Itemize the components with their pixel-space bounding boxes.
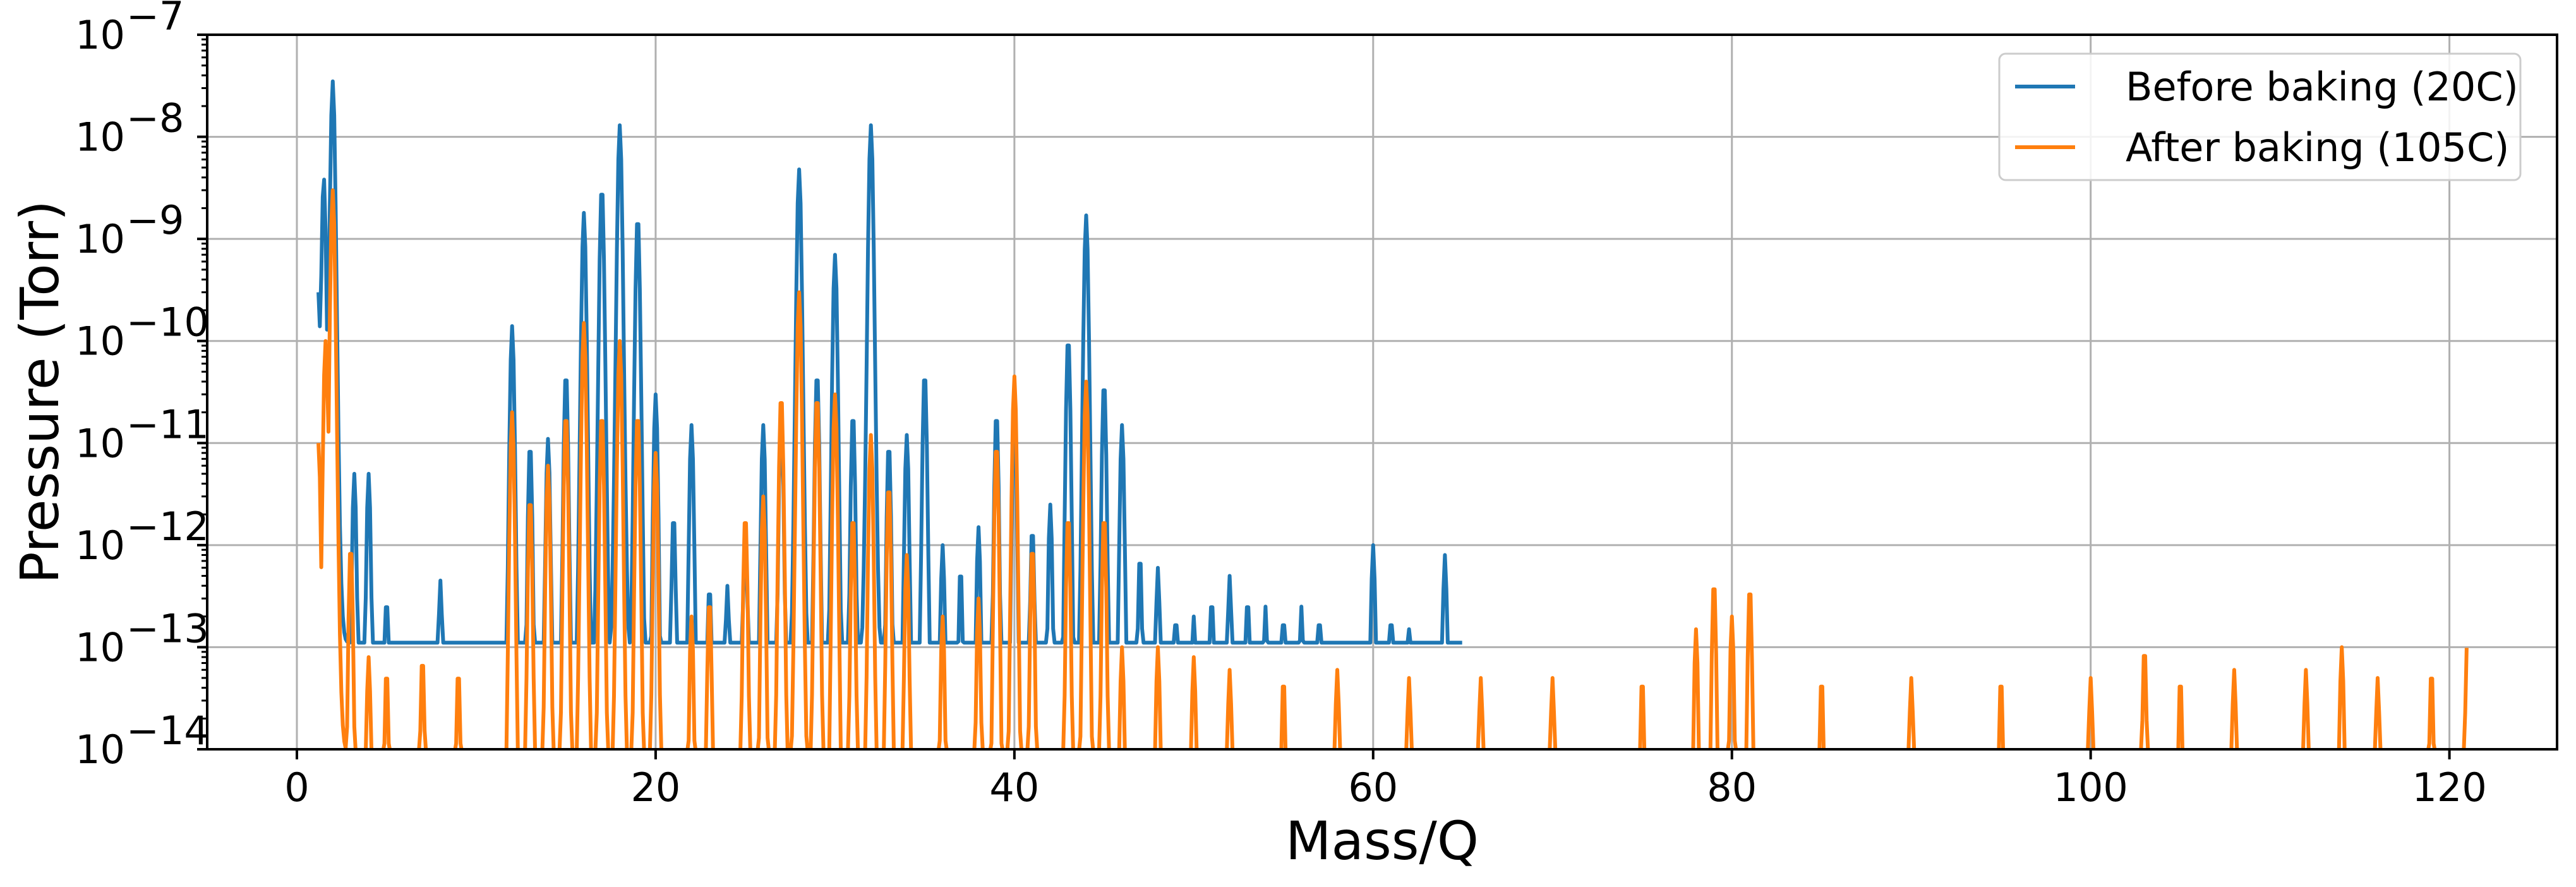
y-tick-exponent: −12 bbox=[126, 504, 209, 550]
x-tick-label: 80 bbox=[1707, 764, 1757, 811]
y-tick-exponent: −7 bbox=[126, 0, 184, 39]
legend-box bbox=[1998, 52, 2522, 181]
x-axis-label: Mass/Q bbox=[1285, 810, 1479, 872]
y-tick-label: 10 bbox=[75, 216, 125, 262]
x-tick-label: 120 bbox=[2412, 764, 2486, 811]
y-tick-exponent: −13 bbox=[126, 605, 209, 651]
x-tick-label: 0 bbox=[284, 764, 309, 811]
y-tick-exponent: −8 bbox=[126, 95, 184, 142]
y-tick-label: 10 bbox=[75, 522, 125, 569]
x-tick-label: 60 bbox=[1348, 764, 1398, 811]
plot-area bbox=[316, 79, 2469, 749]
y-tick-label: 10 bbox=[75, 624, 125, 670]
y-tick-exponent: −9 bbox=[126, 197, 184, 243]
y-axis-label: Pressure (Torr) bbox=[9, 200, 71, 584]
y-tick-exponent: −10 bbox=[126, 299, 209, 346]
y-tick-label: 10 bbox=[75, 420, 125, 466]
y-tick-label: 10 bbox=[75, 318, 125, 365]
y-tick-label: 10 bbox=[75, 12, 125, 58]
x-tick-label: 100 bbox=[2054, 764, 2128, 811]
x-tick-label: 20 bbox=[630, 764, 680, 811]
y-tick-exponent: −11 bbox=[126, 401, 209, 447]
legend-label: Before baking (20C) bbox=[2126, 64, 2519, 110]
y-tick-exponent: −14 bbox=[126, 708, 209, 754]
x-tick-label: 40 bbox=[989, 764, 1039, 811]
y-tick-label: 10 bbox=[75, 114, 125, 160]
axes-frame bbox=[206, 33, 2558, 751]
legend-label: After baking (105C) bbox=[2126, 124, 2509, 171]
y-tick-label: 10 bbox=[75, 727, 125, 773]
legend: Before baking (20C) After baking (105C) bbox=[1998, 52, 2522, 181]
